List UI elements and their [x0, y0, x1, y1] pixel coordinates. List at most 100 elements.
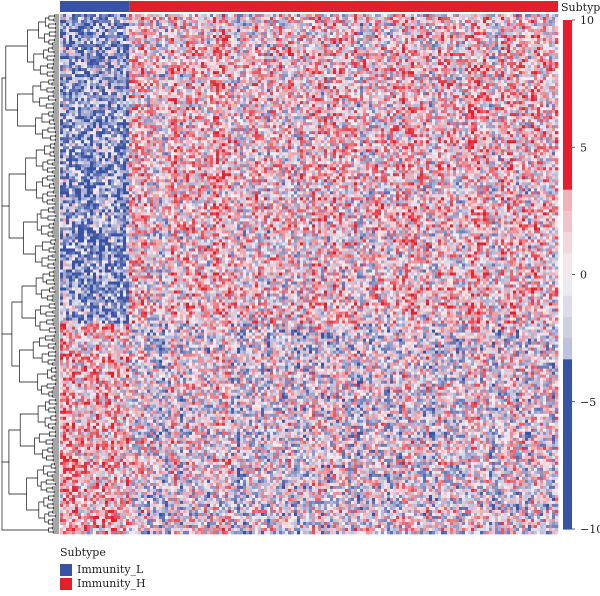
heatmap-cell — [414, 89, 418, 93]
heatmap-cell — [543, 56, 547, 60]
heatmap-cell — [270, 98, 274, 102]
heatmap-cell — [351, 92, 355, 96]
heatmap-cell — [381, 68, 385, 72]
heatmap-cell — [309, 29, 313, 33]
heatmap-cell — [96, 98, 100, 102]
heatmap-cell — [261, 86, 265, 90]
heatmap-cell — [78, 65, 82, 69]
heatmap-cell — [108, 86, 112, 90]
heatmap-cell — [555, 29, 559, 33]
heatmap-cell — [504, 35, 508, 39]
heatmap-cell — [186, 32, 190, 36]
heatmap-cell — [171, 83, 175, 87]
heatmap-cell — [171, 50, 175, 54]
heatmap-cell — [225, 98, 229, 102]
heatmap-cell — [489, 71, 493, 75]
heatmap-cell — [153, 38, 157, 42]
heatmap-cell — [252, 77, 256, 81]
heatmap-cell — [330, 20, 334, 24]
heatmap-cell — [177, 41, 181, 45]
heatmap-cell — [282, 23, 286, 27]
heatmap-cell — [405, 80, 409, 84]
heatmap-cell — [516, 83, 520, 87]
heatmap-cell — [294, 38, 298, 42]
heatmap-cell — [177, 89, 181, 93]
heatmap-cell — [477, 77, 481, 81]
heatmap-cell — [291, 41, 295, 45]
heatmap-cell — [513, 89, 517, 93]
heatmap-cell — [459, 53, 463, 57]
heatmap-cell — [195, 80, 199, 84]
heatmap-cell — [456, 20, 460, 24]
heatmap-cell — [447, 29, 451, 33]
heatmap-cell — [489, 26, 493, 30]
heatmap-cell — [336, 62, 340, 66]
heatmap-cell — [396, 92, 400, 96]
heatmap-cell — [99, 89, 103, 93]
heatmap-cell — [288, 101, 292, 105]
heatmap-cell — [480, 68, 484, 72]
heatmap-cell — [159, 26, 163, 30]
heatmap-cell — [330, 29, 334, 33]
heatmap-cell — [378, 38, 382, 42]
heatmap-cell — [315, 92, 319, 96]
heatmap-cell — [339, 29, 343, 33]
heatmap-cell — [441, 56, 445, 60]
heatmap-cell — [396, 23, 400, 27]
heatmap-cell — [180, 92, 184, 96]
heatmap-cell — [291, 47, 295, 51]
heatmap-cell — [339, 68, 343, 72]
heatmap-cell — [273, 56, 277, 60]
heatmap-cell — [168, 44, 172, 48]
heatmap-cell — [195, 68, 199, 72]
heatmap-cell — [264, 68, 268, 72]
heatmap-cell — [180, 38, 184, 42]
heatmap-cell — [126, 83, 130, 87]
heatmap-cell — [213, 62, 217, 66]
heatmap-cell — [111, 86, 115, 90]
heatmap-cell — [129, 44, 133, 48]
heatmap-cell — [162, 14, 166, 18]
heatmap-cell — [135, 89, 139, 93]
heatmap-cell — [312, 62, 316, 66]
heatmap-cell — [360, 71, 364, 75]
heatmap-cell — [255, 71, 259, 75]
heatmap-cell — [96, 56, 100, 60]
heatmap-cell — [498, 80, 502, 84]
heatmap-cell — [543, 98, 547, 102]
heatmap-cell — [156, 68, 160, 72]
heatmap-cell — [372, 23, 376, 27]
heatmap-cell — [555, 71, 559, 75]
heatmap-cell — [432, 44, 436, 48]
heatmap-cell — [201, 80, 205, 84]
heatmap-cell — [162, 44, 166, 48]
heatmap-cell — [99, 83, 103, 87]
heatmap-cell — [198, 59, 202, 63]
heatmap-cell — [309, 59, 313, 63]
heatmap-cell — [420, 95, 424, 99]
heatmap-cell — [420, 74, 424, 78]
heatmap-cell — [441, 35, 445, 39]
heatmap-cell — [330, 77, 334, 81]
heatmap-cell — [435, 53, 439, 57]
heatmap-cell — [156, 26, 160, 30]
heatmap-cell — [423, 89, 427, 93]
heatmap-cell — [378, 35, 382, 39]
heatmap-cell — [69, 50, 73, 54]
heatmap-cell — [372, 35, 376, 39]
heatmap-cell — [408, 83, 412, 87]
heatmap-cell — [309, 35, 313, 39]
heatmap-cell — [501, 77, 505, 81]
heatmap-cell — [357, 56, 361, 60]
heatmap-cell — [534, 29, 538, 33]
heatmap-cell — [72, 23, 76, 27]
heatmap-cell — [324, 80, 328, 84]
heatmap-cell — [174, 47, 178, 51]
heatmap-cell — [90, 35, 94, 39]
heatmap-cell — [264, 35, 268, 39]
heatmap-cell — [147, 59, 151, 63]
heatmap-cell — [375, 47, 379, 51]
heatmap-cell — [405, 38, 409, 42]
heatmap-cell — [345, 38, 349, 42]
heatmap-cell — [66, 17, 70, 21]
